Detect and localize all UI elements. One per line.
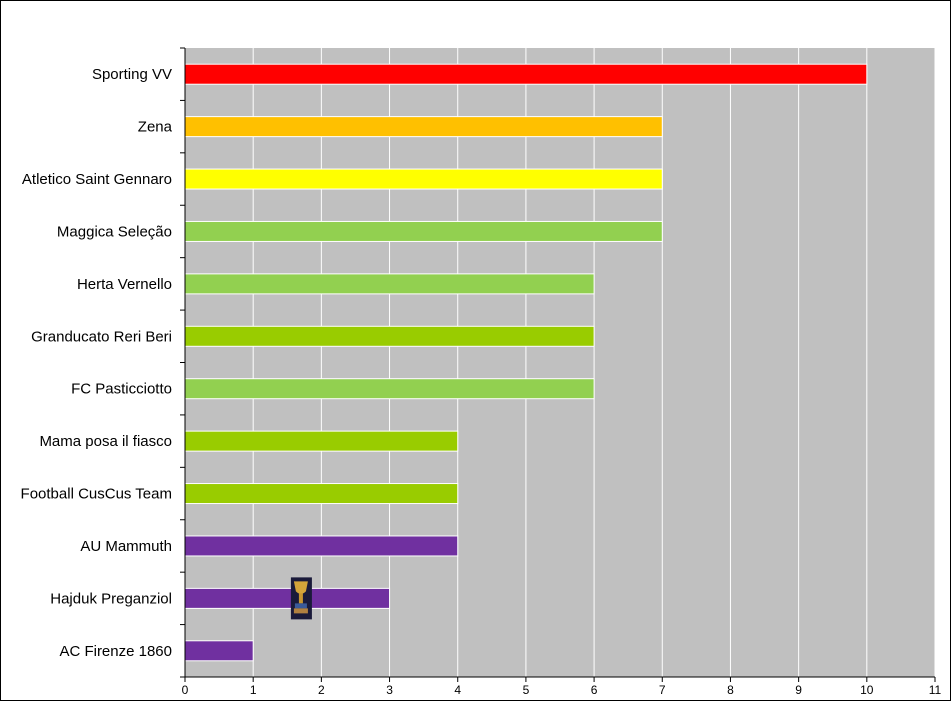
x-tick-label: 7 (659, 683, 666, 697)
plot-area (185, 48, 935, 677)
gridlines (252, 48, 936, 677)
x-tick-label: 5 (523, 683, 530, 697)
category-label: Zena (138, 119, 173, 136)
x-tick-label: 9 (795, 683, 802, 697)
bar (184, 168, 663, 190)
bar (184, 430, 459, 452)
trophy-icon-plinth (293, 608, 308, 614)
category-label: Sporting VV (92, 66, 172, 83)
bar (184, 378, 595, 400)
trophy-icon-stem (298, 593, 303, 604)
category-label: FC Pasticciotto (71, 381, 172, 398)
category-label: Football CusCus Team (21, 486, 172, 503)
category-label: Mama posa il fiasco (39, 433, 172, 450)
bar (184, 273, 595, 295)
x-tick-label: 10 (860, 683, 874, 697)
trophy-icon (290, 577, 312, 620)
x-tick-label: 3 (386, 683, 393, 697)
x-tick-label: 6 (591, 683, 598, 697)
category-label: AC Firenze 1860 (59, 643, 172, 660)
bar (184, 220, 663, 242)
bar (184, 535, 459, 557)
x-tick-label: 4 (454, 683, 461, 697)
bars (184, 63, 868, 662)
x-tick-label: 8 (727, 683, 734, 697)
category-label: AU Mammuth (80, 538, 172, 555)
bar (184, 587, 391, 609)
labels: Sporting VV Zena Atletico Saint Gennaro Mag… (21, 66, 942, 697)
trophy-icon-base (294, 603, 307, 609)
x-tick-label: 0 (182, 683, 189, 697)
category-label: Maggica Seleção (57, 223, 172, 240)
bar (184, 325, 595, 347)
bar (184, 63, 868, 85)
bar (184, 640, 254, 662)
axes (180, 47, 936, 682)
x-tick-label: 1 (250, 683, 257, 697)
category-label: Herta Vernello (77, 276, 172, 293)
x-tick-label: 11 (929, 683, 942, 697)
category-label: Granducato Reri Beri (31, 328, 172, 345)
trophy-icon-cup (293, 581, 308, 594)
bar (184, 483, 459, 505)
category-label: Hajduk Preganziol (50, 590, 172, 607)
category-label: Atletico Saint Gennaro (22, 171, 172, 188)
x-tick-label: 2 (318, 683, 325, 697)
bar (184, 116, 663, 138)
